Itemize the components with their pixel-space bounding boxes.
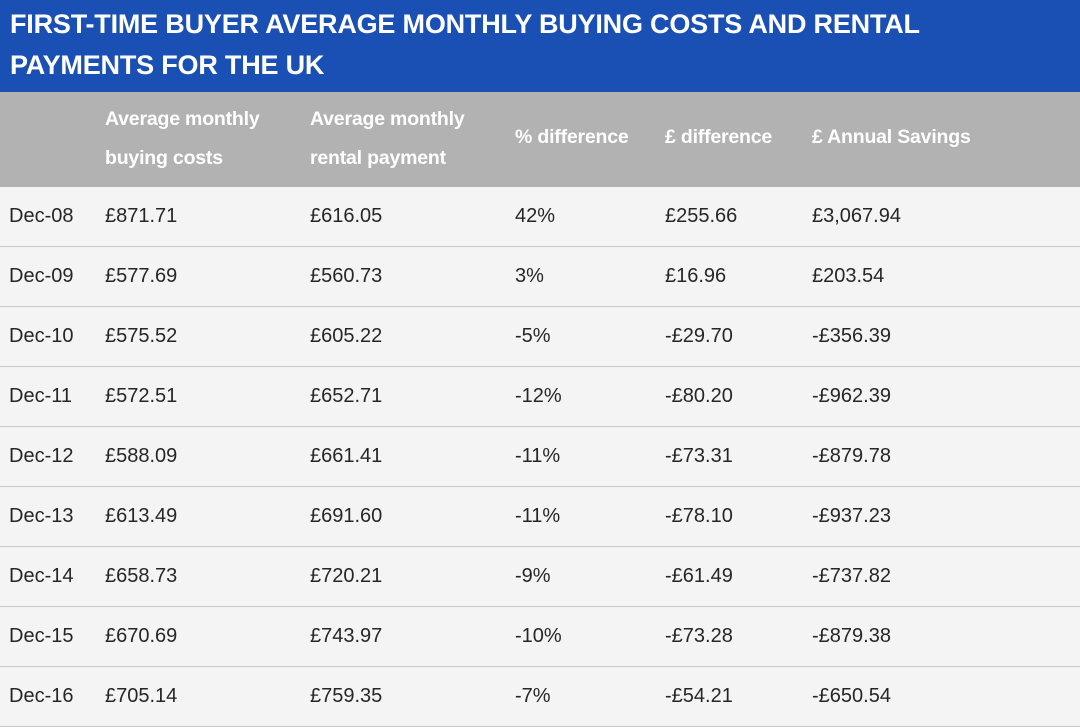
buying-cost-cell: £613.49 (105, 505, 178, 527)
percent-difference-cell: 3% (515, 265, 544, 287)
rental-payment-cell: £720.21 (310, 565, 383, 587)
annual-savings-cell: -£879.78 (812, 445, 891, 467)
pound-difference-cell: £16.96 (665, 265, 727, 287)
rental-payment-cell: £661.41 (310, 445, 383, 467)
annual-savings-cell: -£937.23 (812, 505, 891, 527)
buying-cost-cell: £670.69 (105, 625, 178, 647)
date-cell: Dec-08 (9, 205, 74, 227)
annual-savings-cell: -£737.82 (812, 565, 891, 587)
percent-difference-cell: -9% (515, 565, 551, 587)
percent-difference-cell: -11% (515, 505, 561, 527)
rental-payment-cell: £691.60 (310, 505, 383, 527)
buying-cost-cell: £705.14 (105, 685, 178, 707)
date-cell: Dec-11 (9, 385, 72, 407)
table-body: Dec-08 £871.71 £616.05 42% £255.66 £3,067.94 D… (0, 187, 1080, 727)
table-row: Dec-16 £705.14 £759.35 -7% -£54.21 -£650.54 (0, 667, 1080, 727)
percent-difference-cell: 42% (515, 205, 556, 227)
rental-payment-cell: £616.05 (310, 205, 383, 227)
table-row: Dec-11 £572.51 £652.71 -12% -£80.20 -£962.39 (0, 367, 1080, 427)
annual-savings-cell: £203.54 (812, 265, 885, 287)
pound-difference-cell: -£73.31 (665, 445, 733, 467)
header-rental-payment: Average monthly rental payment (310, 100, 465, 178)
header-buying-costs-line2: buying costs (105, 147, 223, 169)
percent-difference-cell: -5% (515, 325, 551, 347)
buying-cost-cell: £575.52 (105, 325, 178, 347)
pound-difference-cell: -£73.28 (665, 625, 733, 647)
pound-difference-cell: -£29.70 (665, 325, 733, 347)
table-row: Dec-12 £588.09 £661.41 -11% -£73.31 -£879.78 (0, 427, 1080, 487)
date-cell: Dec-12 (9, 445, 74, 467)
pound-difference-cell: -£78.10 (665, 505, 733, 527)
table-row: Dec-08 £871.71 £616.05 42% £255.66 £3,067.94 (0, 187, 1080, 247)
rental-payment-cell: £743.97 (310, 625, 383, 647)
table-row: Dec-09 £577.69 £560.73 3% £16.96 £203.54 (0, 247, 1080, 307)
date-cell: Dec-13 (9, 505, 74, 527)
table-row: Dec-10 £575.52 £605.22 -5% -£29.70 -£356.39 (0, 307, 1080, 367)
table-row: Dec-15 £670.69 £743.97 -10% -£73.28 -£879.38 (0, 607, 1080, 667)
buying-cost-cell: £658.73 (105, 565, 178, 587)
buying-cost-cell: £572.51 (105, 385, 178, 407)
percent-difference-cell: -11% (515, 445, 561, 467)
header-buying-costs: Average monthly buying costs (105, 100, 260, 178)
annual-savings-cell: -£650.54 (812, 685, 891, 707)
pound-difference-cell: -£54.21 (665, 685, 733, 707)
date-cell: Dec-09 (9, 265, 74, 287)
header-pound-difference: £ difference (665, 126, 773, 148)
buying-cost-cell: £871.71 (105, 205, 178, 227)
header-percent-difference: % difference (515, 126, 629, 148)
percent-difference-cell: -10% (515, 625, 562, 647)
percent-difference-cell: -12% (515, 385, 562, 407)
rental-payment-cell: £759.35 (310, 685, 383, 707)
buying-cost-cell: £588.09 (105, 445, 178, 467)
rental-payment-cell: £605.22 (310, 325, 383, 347)
table-header: Average monthly buying costs Average mon… (0, 92, 1080, 187)
header-rental-payment-line2: rental payment (310, 147, 446, 169)
date-cell: Dec-10 (9, 325, 74, 347)
pound-difference-cell: £255.66 (665, 205, 738, 227)
annual-savings-cell: -£879.38 (812, 625, 891, 647)
date-cell: Dec-14 (9, 565, 74, 587)
annual-savings-cell: -£356.39 (812, 325, 891, 347)
annual-savings-cell: -£962.39 (812, 385, 891, 407)
title-bar: FIRST-TIME BUYER AVERAGE MONTHLY BUYING … (0, 0, 1080, 92)
rental-payment-cell: £560.73 (310, 265, 383, 287)
date-cell: Dec-15 (9, 625, 74, 647)
date-cell: Dec-16 (9, 685, 74, 707)
table-row: Dec-14 £658.73 £720.21 -9% -£61.49 -£737.82 (0, 547, 1080, 607)
rental-payment-cell: £652.71 (310, 385, 383, 407)
header-buying-costs-line1: Average monthly (105, 108, 260, 130)
percent-difference-cell: -7% (515, 685, 551, 707)
pound-difference-cell: -£61.49 (665, 565, 733, 587)
table-row: Dec-13 £613.49 £691.60 -11% -£78.10 -£937.23 (0, 487, 1080, 547)
pound-difference-cell: -£80.20 (665, 385, 733, 407)
buying-cost-cell: £577.69 (105, 265, 178, 287)
annual-savings-cell: £3,067.94 (812, 205, 901, 227)
table-title: FIRST-TIME BUYER AVERAGE MONTHLY BUYING … (10, 9, 920, 80)
header-annual-savings: £ Annual Savings (812, 126, 971, 148)
header-rental-payment-line1: Average monthly (310, 108, 465, 130)
